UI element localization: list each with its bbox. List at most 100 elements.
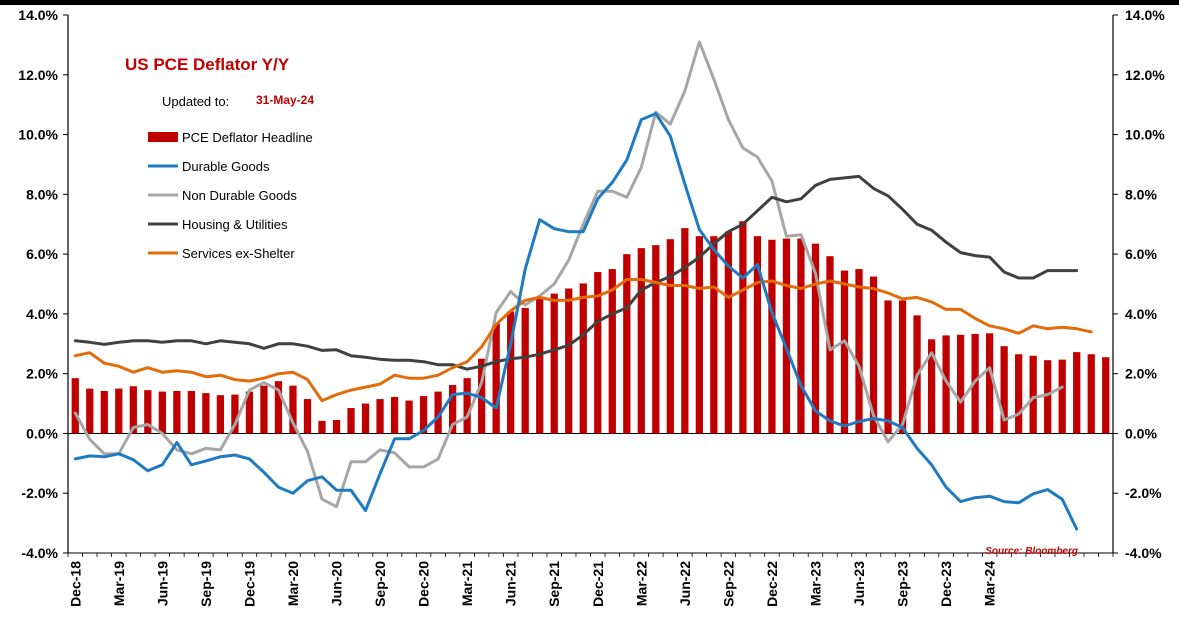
chart-title: US PCE Deflator Y/Y (125, 55, 290, 74)
bar-pce-headline (274, 381, 283, 434)
bar-pce-headline (187, 391, 195, 434)
x-tick-label: Mar-22 (633, 561, 649, 606)
legend-label-pce-deflator-headline: PCE Deflator Headline (182, 130, 313, 145)
bar-pce-headline (492, 323, 500, 434)
bar-pce-headline (448, 385, 457, 434)
bar-pce-headline (637, 248, 645, 434)
bar-pce-headline (1015, 354, 1023, 434)
x-tick-label: Dec-20 (416, 561, 432, 607)
bar-pce-headline (463, 378, 471, 434)
legend-swatch-pce-deflator-headline (148, 132, 178, 142)
bar-pce-headline (898, 300, 907, 434)
y-tick-label-left: 14.0% (18, 7, 58, 23)
bar-pce-headline (129, 386, 137, 434)
bar-pce-headline (840, 270, 849, 434)
x-tick-label: Mar-21 (459, 561, 475, 606)
x-tick-label: Mar-23 (807, 561, 823, 606)
bar-pce-headline (100, 391, 108, 434)
legend-label-services-ex-shelter: Services ex-Shelter (182, 246, 295, 261)
bar-pce-headline (332, 419, 341, 434)
updated-label: Updated to: (162, 94, 229, 109)
x-tick-label: Sep-23 (895, 561, 911, 607)
x-tick-label: Mar-24 (982, 561, 998, 606)
bar-pce-headline (202, 393, 210, 434)
x-tick-label: Mar-19 (111, 561, 127, 606)
x-tick-label: Dec-19 (241, 561, 257, 607)
y-tick-label-right: 4.0% (1125, 306, 1157, 322)
source-note: Source: Bloomberg (985, 546, 1078, 557)
bar-pce-headline (434, 391, 442, 434)
bar-pce-headline (216, 395, 225, 434)
bar-pce-headline (158, 391, 166, 434)
headline-bars (71, 221, 1110, 434)
bar-pce-headline (855, 269, 863, 434)
bar-pce-headline (724, 231, 733, 434)
x-tick-label: Dec-21 (590, 561, 606, 607)
bar-pce-headline (681, 228, 689, 434)
x-tick-label: Dec-22 (764, 561, 780, 607)
bar-pce-headline (1073, 352, 1081, 434)
bar-pce-headline (797, 238, 805, 434)
bar-pce-headline (594, 272, 602, 434)
bar-pce-headline (579, 283, 587, 434)
y-tick-label-left: 8.0% (26, 186, 58, 202)
x-tick-label: Mar-20 (285, 561, 301, 606)
bar-pce-headline (1087, 354, 1095, 434)
x-tick-label: Dec-18 (67, 561, 83, 607)
bar-pce-headline (942, 335, 950, 434)
bar-pce-headline (318, 420, 326, 434)
chart-axes: -4.0% -4.0% -2.0% -2.0% 0.0% 0.0% 2.0% 2.0% 4.0%… (18, 7, 1165, 607)
bar-pce-headline (927, 339, 936, 434)
bar-pce-headline (1044, 360, 1052, 434)
y-tick-label-right: 10.0% (1125, 127, 1165, 143)
bar-pce-headline (390, 396, 399, 434)
y-tick-label-right: -4.0% (1125, 545, 1162, 561)
x-tick-label: Sep-22 (720, 561, 736, 607)
y-tick-label-left: -4.0% (21, 545, 58, 561)
y-tick-label-right: -2.0% (1125, 485, 1162, 501)
bar-pce-headline (884, 300, 892, 434)
y-tick-label-left: 4.0% (26, 306, 58, 322)
bar-pce-headline (115, 388, 123, 434)
bar-pce-headline (1029, 355, 1037, 434)
bar-pce-headline (289, 385, 297, 434)
bar-pce-headline (303, 399, 312, 434)
bar-pce-headline (565, 288, 573, 434)
y-tick-label-left: 6.0% (26, 246, 58, 262)
legend: PCE Deflator Headline Durable Goods Non Du… (148, 130, 313, 261)
bar-pce-headline (405, 400, 413, 434)
bar-pce-headline (144, 390, 152, 434)
bar-pce-headline (86, 388, 94, 434)
updated-date: 31-May-24 (256, 93, 314, 107)
y-tick-label-right: 2.0% (1125, 366, 1157, 382)
bar-pce-headline (1000, 346, 1008, 434)
y-tick-label-right: 14.0% (1125, 7, 1165, 23)
bar-pce-headline (376, 399, 384, 434)
bar-pce-headline (623, 254, 631, 434)
y-tick-label-right: 12.0% (1125, 67, 1165, 83)
bar-pce-headline (782, 238, 791, 434)
top-border (0, 0, 1179, 5)
series-lines (73, 40, 1093, 531)
line-non-durable-goods (73, 40, 1064, 509)
x-tick-label: Jun-23 (851, 561, 867, 606)
x-tick-label: Jun-19 (154, 561, 170, 606)
bar-pce-headline (608, 269, 616, 434)
bar-pce-headline (739, 221, 747, 434)
bar-pce-headline (986, 333, 994, 434)
bar-pce-headline (419, 396, 428, 434)
bar-pce-headline (260, 385, 268, 434)
line-durable-goods (73, 112, 1079, 531)
bar-pce-headline (1058, 359, 1066, 434)
bar-pce-headline (550, 293, 558, 434)
x-tick-label: Dec-23 (938, 561, 954, 607)
bar-pce-headline (652, 245, 660, 434)
y-tick-label-left: 10.0% (18, 127, 58, 143)
bar-pce-headline (536, 298, 544, 434)
bar-pce-headline (768, 239, 776, 434)
x-tick-label: Sep-21 (546, 561, 562, 607)
bar-pce-headline (347, 408, 355, 434)
bar-pce-headline (71, 378, 79, 434)
bar-pce-headline (811, 243, 820, 434)
